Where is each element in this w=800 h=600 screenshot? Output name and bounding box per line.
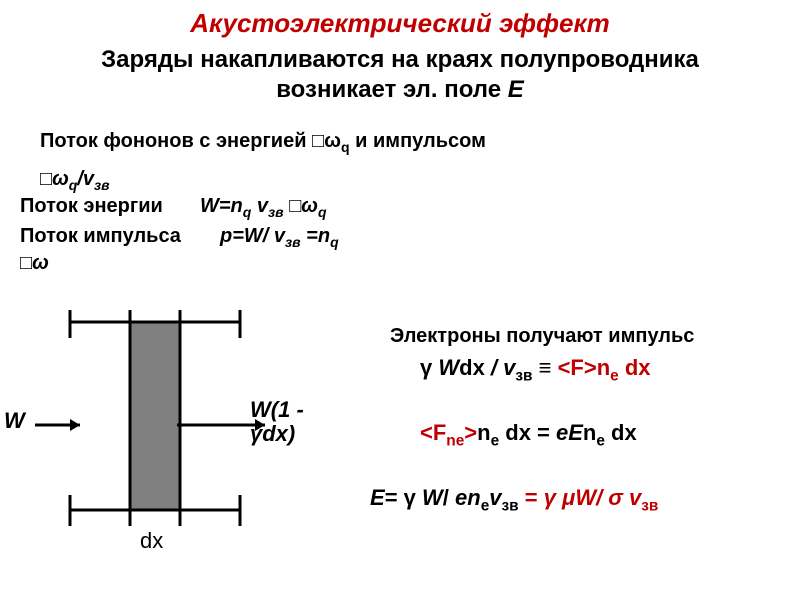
arrow-W-in-head (70, 419, 80, 431)
diagram-W1-label: W(1 - γdx) (250, 398, 304, 446)
momentum-flow-formula: p=W/ vзв =nq (220, 225, 339, 250)
electrons-get-momentum: Электроны получают импульс (390, 325, 694, 348)
slab-diagram: W W(1 - γdx) dx (10, 310, 340, 570)
field-var-E: E (508, 76, 524, 103)
phonon-flux-label: Поток фононов с энергией □ωq и импульсом (40, 130, 486, 155)
momentum-flow-row: Поток импульса (20, 225, 181, 248)
phonon-momentum: □ωq/vзв (40, 168, 110, 193)
subtitle-line1: Заряды накапливаются на краях полупровод… (0, 46, 800, 74)
energy-flow-formula: W=nq vзв □ωq (200, 195, 327, 220)
energy-flow-label: Поток энергии (20, 195, 163, 217)
title-text: Акустоэлектрический эффект (190, 8, 610, 38)
momentum-flow-label: Поток импульса (20, 225, 181, 247)
eq2: <Fne>ne dx = eEne dx (420, 420, 637, 450)
eq3: E= γ W/ enevзв = γ μW/ σ vзв (370, 485, 658, 515)
eq3-rhs: γ μW/ σ v (544, 485, 642, 510)
subtitle-line2: возникает эл. поле E (0, 76, 800, 104)
energy-flow-row: Поток энергии (20, 195, 163, 218)
diagram-dx-label: dx (140, 528, 163, 554)
slab-rect (130, 322, 180, 510)
eq1: γ Wdx / vзв ≡ <F>ne dx (420, 355, 651, 385)
diagram-W-label: W (4, 408, 25, 434)
eq1-F: <F> (558, 355, 597, 380)
momentum-flow-formula-cont: □ω (20, 252, 49, 275)
slide-title: Акустоэлектрический эффект (0, 8, 800, 39)
